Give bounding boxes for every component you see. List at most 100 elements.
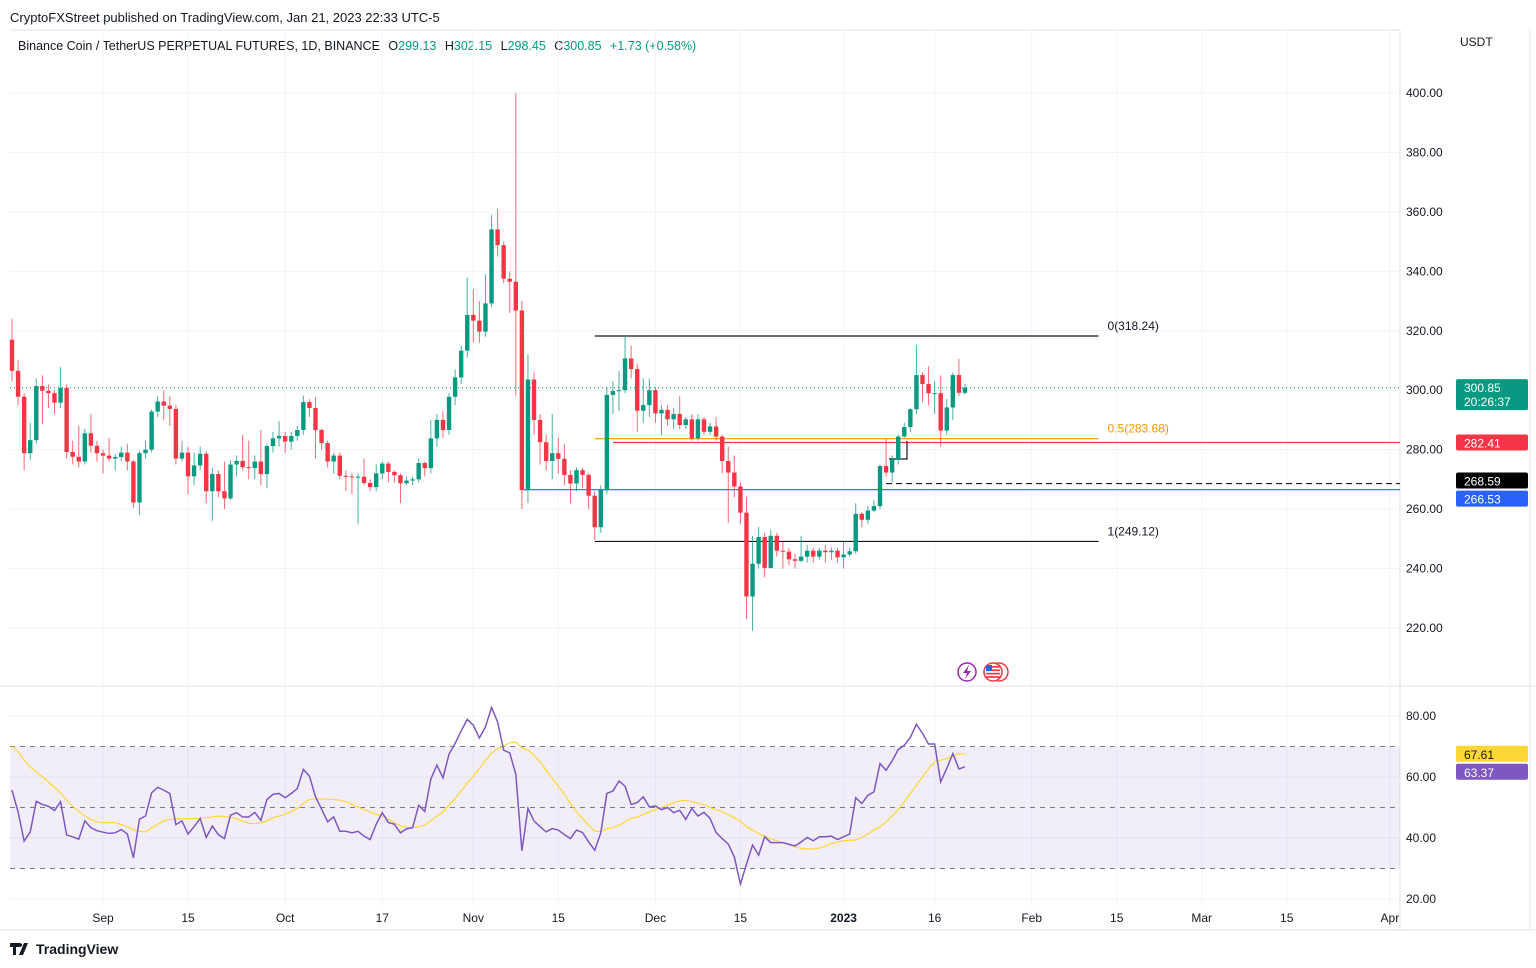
candle-body xyxy=(112,457,118,459)
candle-body xyxy=(823,550,828,553)
candle xyxy=(106,437,112,462)
flag-stripe xyxy=(986,666,1000,668)
candle-body xyxy=(100,453,106,456)
candle xyxy=(889,455,895,483)
price-badge: 266.53 xyxy=(1456,490,1528,507)
candle xyxy=(744,497,749,620)
last-price-badge-bg xyxy=(1456,379,1528,411)
low-label: L xyxy=(500,39,508,53)
lightning-icon[interactable] xyxy=(957,662,977,682)
candle-body xyxy=(52,393,57,403)
candle-body xyxy=(410,479,415,481)
candle xyxy=(531,372,537,435)
trend-segment[interactable] xyxy=(889,441,908,460)
candle-body xyxy=(276,435,282,439)
candle-body xyxy=(501,245,506,279)
axes[interactable]: 400.00 380.00 360.00 340.00 320.00 300.00 280.… xyxy=(92,86,1528,925)
candle-body xyxy=(786,551,792,560)
candle xyxy=(719,434,725,474)
candle xyxy=(774,532,780,557)
fib-level-label: 0.5(283.68) xyxy=(1108,422,1169,436)
candle-body xyxy=(647,390,652,406)
candle xyxy=(628,345,634,379)
candle-body xyxy=(792,559,798,561)
candle xyxy=(671,408,676,429)
candle xyxy=(495,208,500,257)
candle-body xyxy=(349,476,355,478)
candle xyxy=(313,397,318,459)
candle-body xyxy=(653,390,658,414)
candle-body xyxy=(404,480,409,484)
candle-body xyxy=(137,453,142,503)
candle xyxy=(52,390,57,414)
candle-body xyxy=(313,408,318,431)
candle xyxy=(404,476,409,486)
candle-body xyxy=(173,408,179,459)
candle xyxy=(34,378,39,444)
candle-body xyxy=(780,550,786,552)
candle xyxy=(477,301,482,343)
candle xyxy=(950,372,956,420)
time-tick-label: 17 xyxy=(376,911,390,925)
time-tick-label: 2023 xyxy=(830,911,857,925)
us-flag-icon[interactable] xyxy=(983,662,1009,682)
candle-body xyxy=(671,413,676,420)
candle-body xyxy=(94,445,100,454)
candle xyxy=(932,381,937,414)
candle xyxy=(458,345,464,385)
candle xyxy=(234,455,239,477)
price-badge-bg xyxy=(1456,434,1528,451)
candle-body xyxy=(398,475,403,484)
flag-canton xyxy=(986,665,992,671)
candle-body xyxy=(950,375,956,408)
candle-body xyxy=(738,486,743,513)
candle-body xyxy=(519,310,525,491)
event-icons[interactable] xyxy=(957,662,1009,682)
candle-body xyxy=(835,550,840,558)
candle xyxy=(811,547,816,563)
candle xyxy=(289,431,294,450)
candle-body xyxy=(677,413,682,425)
candle xyxy=(191,452,197,486)
candle xyxy=(926,366,931,406)
candle-body xyxy=(938,393,943,431)
candle-body xyxy=(841,554,846,558)
candle-body xyxy=(489,229,494,304)
symbol-title[interactable]: Binance Coin / TetherUS PERPETUAL FUTURE… xyxy=(18,39,380,53)
candle-body xyxy=(550,453,555,461)
candle-body xyxy=(204,453,209,492)
candle-body xyxy=(574,470,579,484)
open-value: 299.13 xyxy=(398,39,437,53)
candle-body xyxy=(197,453,203,466)
candle xyxy=(817,547,822,560)
candle-body xyxy=(58,387,63,403)
candle xyxy=(896,434,901,465)
tradingview-logo-icon xyxy=(10,943,28,955)
rsi-badge-bg xyxy=(1456,763,1528,780)
candle xyxy=(738,482,743,524)
candle-body xyxy=(513,281,519,311)
candle xyxy=(70,440,75,465)
candle-body xyxy=(798,556,804,561)
candle-body xyxy=(507,278,512,282)
candle xyxy=(210,467,215,521)
candle-body xyxy=(920,375,925,384)
tradingview-logo[interactable]: TradingView xyxy=(10,941,118,957)
candle xyxy=(143,440,148,459)
candle xyxy=(82,428,88,465)
price-badge: 268.59 xyxy=(1456,472,1528,489)
candle xyxy=(525,354,531,504)
candle-body xyxy=(768,535,773,568)
candle xyxy=(835,547,840,563)
candle-body xyxy=(556,453,561,459)
candle-body xyxy=(622,358,628,391)
candle-body xyxy=(562,458,567,475)
candle xyxy=(677,396,682,429)
candle xyxy=(562,443,567,486)
lightning-glyph xyxy=(963,665,971,679)
candle xyxy=(823,544,828,563)
high-label: H xyxy=(444,39,454,53)
candle xyxy=(586,473,591,510)
time-tick-label: 15 xyxy=(1280,911,1294,925)
